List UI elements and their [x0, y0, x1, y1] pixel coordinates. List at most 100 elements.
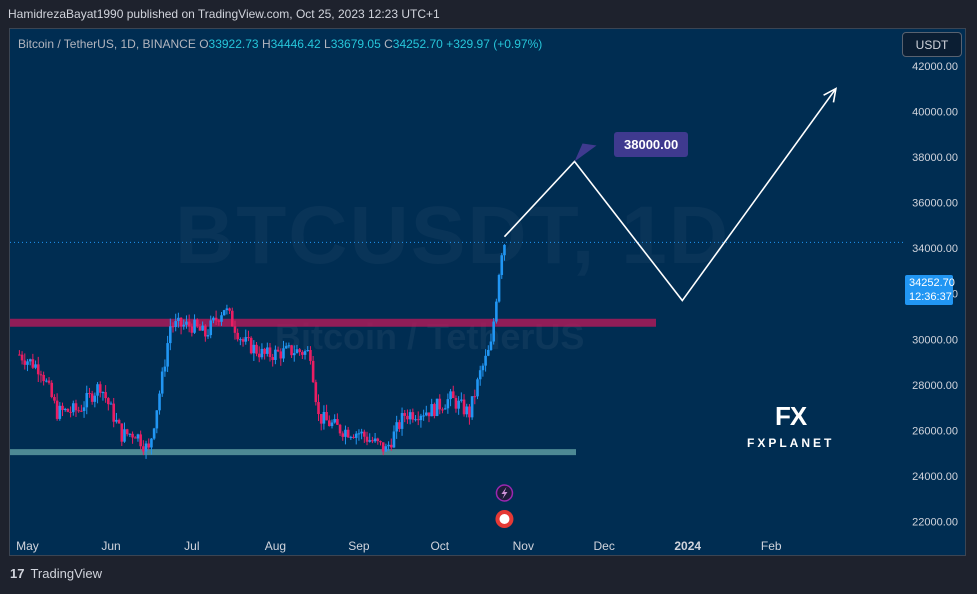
candle-body	[287, 345, 291, 347]
candle-body	[66, 408, 70, 412]
candle-body	[486, 349, 490, 356]
candle-body	[109, 403, 113, 405]
tradingview-footer[interactable]: 17 TradingView	[10, 566, 102, 581]
candle-body	[492, 321, 495, 342]
y-tick-label: 38000.00	[912, 152, 958, 164]
candle-body	[142, 446, 145, 452]
candle-body	[314, 382, 318, 403]
candle-body	[309, 350, 312, 361]
candle-body	[193, 319, 196, 333]
candle-body	[481, 365, 485, 371]
candle-body	[147, 443, 151, 448]
candle-body	[80, 410, 83, 412]
price-chart[interactable]: 42000.00 40000.00 38000.00 36000.00 34000.00…	[10, 29, 965, 555]
candle-body	[263, 348, 266, 354]
candle-body	[144, 443, 148, 452]
candle-body	[136, 434, 140, 439]
candle-body	[209, 320, 213, 336]
candle-body	[503, 244, 506, 256]
currency-button[interactable]: USDT	[902, 32, 962, 57]
candle-body	[379, 441, 382, 443]
candle-body	[468, 406, 471, 418]
candle-body	[74, 403, 78, 411]
candle-body	[155, 410, 159, 429]
candle-body	[327, 420, 331, 427]
candle-body	[160, 371, 164, 394]
candle-body	[484, 355, 487, 366]
candle-body	[117, 419, 121, 424]
candle-body	[58, 405, 62, 419]
candle-body	[462, 399, 466, 415]
y-tick-label: 36000.00	[912, 198, 958, 210]
candle-body	[290, 345, 293, 356]
target-callout[interactable]: 38000.00	[614, 132, 689, 157]
candle-body	[478, 370, 482, 380]
fxplanet-logo: FX FXPLANET	[747, 401, 834, 450]
candle-body	[411, 412, 415, 420]
legend-high-label: H	[261, 37, 271, 51]
candle-body	[77, 410, 80, 412]
candle-body	[476, 379, 479, 397]
fx-mark: FX	[775, 401, 807, 431]
candle-body	[244, 337, 248, 342]
candle-body	[61, 405, 64, 410]
legend-high: 34446.42	[270, 37, 321, 51]
candle-body	[322, 412, 326, 424]
candle-body	[363, 431, 366, 437]
candle-body	[395, 422, 398, 432]
y-tick-label: 34000.00	[912, 243, 958, 255]
candle-body	[139, 434, 142, 447]
candle-body	[427, 412, 431, 417]
y-tick-label: 22000.00	[912, 517, 958, 529]
candle-body	[255, 344, 258, 354]
candle-body	[260, 348, 264, 358]
candle-body	[152, 428, 156, 439]
candle-body	[18, 354, 21, 356]
candle-body	[301, 352, 304, 355]
candle-body	[441, 409, 444, 411]
candle-body	[414, 419, 417, 421]
candle-body	[319, 414, 323, 424]
candle-body	[373, 438, 377, 442]
candle-body	[400, 413, 404, 429]
candle-body	[179, 317, 183, 327]
candle-body	[357, 433, 361, 435]
chart-frame[interactable]: BTCUSDT, 1D Bitcoin / TetherUS 42000.004…	[9, 28, 966, 556]
candle-body	[98, 384, 102, 393]
candle-body	[93, 395, 97, 402]
candle-body	[279, 351, 283, 359]
x-tick-label: Feb	[761, 539, 782, 553]
resistance-zone	[10, 318, 656, 327]
candle-body	[433, 404, 436, 416]
candle-body	[222, 310, 226, 316]
candle-body	[451, 391, 455, 399]
candle-body	[371, 440, 374, 442]
candle-body	[198, 326, 202, 331]
candle-body	[82, 407, 86, 411]
candle-body	[435, 398, 439, 416]
candle-body	[128, 433, 132, 435]
legend-symbol[interactable]: Bitcoin / TetherUS, 1D, BINANCE	[18, 37, 196, 51]
candle-body	[295, 349, 299, 354]
candle-body	[20, 354, 24, 361]
candle-body	[408, 412, 412, 420]
candle-body	[449, 391, 452, 400]
candle-body	[230, 310, 234, 327]
us-flag-inner-icon	[499, 514, 510, 524]
candle-body	[252, 344, 256, 354]
candle-body	[381, 442, 385, 452]
candle-body	[489, 341, 493, 350]
legend-low: 33679.05	[330, 37, 381, 51]
lightning-icon	[501, 487, 508, 499]
candle-body	[220, 315, 223, 322]
fx-name: FXPLANET	[747, 436, 835, 450]
candle-body	[457, 400, 460, 409]
x-tick-label: Jun	[101, 539, 120, 553]
x-tick-label: Dec	[593, 539, 614, 553]
candle-body	[384, 446, 388, 452]
candle-body	[266, 347, 269, 354]
legend-open: 33922.73	[208, 37, 259, 51]
candle-body	[39, 374, 43, 376]
y-tick-label: 28000.00	[912, 380, 958, 392]
candle-body	[341, 433, 345, 437]
